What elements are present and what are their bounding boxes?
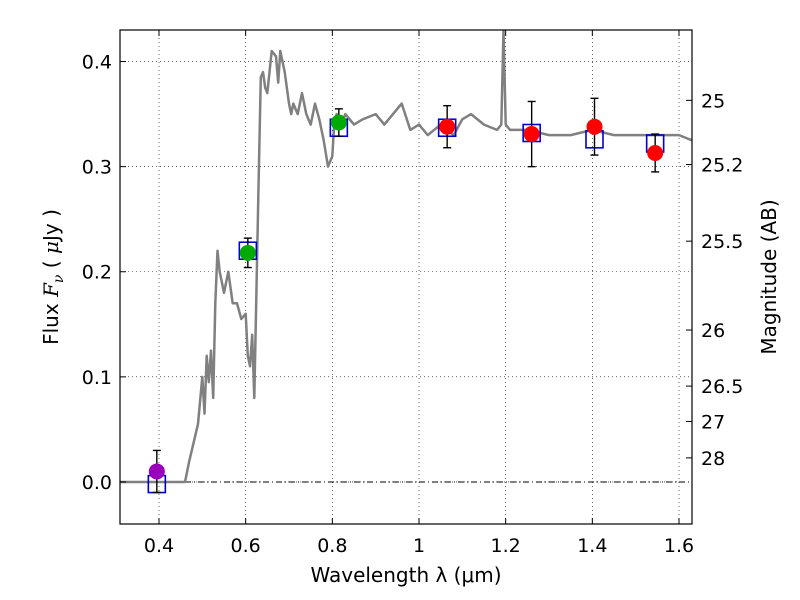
grid <box>120 30 692 524</box>
magnitude-axis-ticks: 25 25.2 25.5 26 26.5 27 28 <box>686 90 743 470</box>
observed-point <box>239 244 256 261</box>
magnitude-axis-title: Magnitude (AB) <box>757 199 781 354</box>
x-tick-label: 1 <box>413 535 425 557</box>
magnitude-tick-label: 27 <box>701 411 725 433</box>
x-axis-title: Wavelength λ (μm) <box>310 563 501 587</box>
y-tick-label: 0.1 <box>82 367 112 389</box>
x-tick-label: 1.2 <box>491 535 521 557</box>
y-tick-label: 0.0 <box>82 472 112 494</box>
y-tick-label: 0.4 <box>82 52 112 74</box>
observed-point <box>330 114 347 131</box>
x-tick-label: 0.8 <box>317 535 347 557</box>
magnitude-tick-label: 25 <box>701 90 725 112</box>
magnitude-tick-label: 26.5 <box>701 376 743 398</box>
y-tick-label: 0.2 <box>82 262 112 284</box>
plot-frame <box>119 29 693 525</box>
y-tick-label: 0.3 <box>82 157 112 179</box>
magnitude-tick-label: 25.2 <box>701 155 743 177</box>
observed-point <box>647 144 664 161</box>
observed-point <box>523 126 540 143</box>
y-axis-ticks: 0.0 0.1 0.2 0.3 0.4 <box>82 52 126 494</box>
x-tick-label: 1.4 <box>577 535 607 557</box>
error-bars <box>152 97 660 494</box>
observed-point <box>148 463 165 480</box>
model-spectrum-line <box>120 30 692 484</box>
observed-point <box>439 118 456 135</box>
x-axis-ticks: 0.4 0.6 0.8 1 1.2 1.4 1.6 <box>144 30 694 557</box>
x-tick-label: 0.4 <box>144 535 174 557</box>
x-tick-label: 0.6 <box>231 535 261 557</box>
observed-point <box>586 118 603 135</box>
model-photometry-boxes <box>147 118 665 494</box>
observed-points <box>148 114 664 480</box>
y-axis-title: Flux Fν ( μJy ) <box>39 209 67 345</box>
magnitude-tick-label: 26 <box>701 320 725 342</box>
magnitude-tick-label: 28 <box>701 448 725 470</box>
magnitude-tick-label: 25.5 <box>701 231 743 253</box>
x-tick-label: 1.6 <box>664 535 694 557</box>
